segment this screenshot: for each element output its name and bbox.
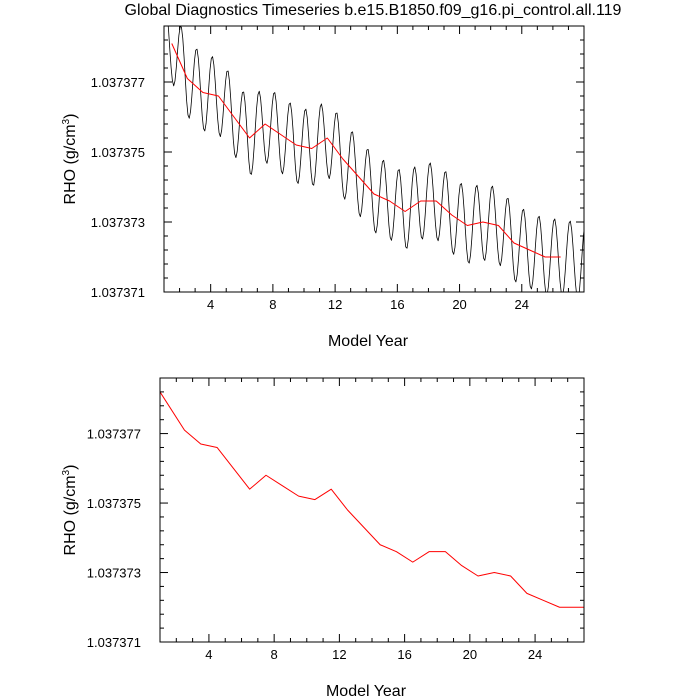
x-tick-label: 4 xyxy=(207,297,214,312)
x-tick-label: 8 xyxy=(269,297,276,312)
x-tick-label: 8 xyxy=(271,647,278,662)
plot-frame xyxy=(159,377,585,643)
x-axis-label: Model Year xyxy=(326,683,407,700)
y-tick-label: 1.037375 xyxy=(91,145,145,160)
y-tick-label: 1.037375 xyxy=(87,496,141,511)
x-tick-label: 20 xyxy=(452,297,466,312)
x-tick-label: 12 xyxy=(332,647,346,662)
y-tick-label: 1.037377 xyxy=(91,75,145,90)
x-tick-label: 4 xyxy=(205,647,212,662)
y-axis-label: RHO (g/cm3) xyxy=(61,465,79,556)
top-plot: 4 8 12 16 20 24 1.037371 1.037373 1.037375 1.0373… xyxy=(61,25,585,350)
y-tick-label: 1.037371 xyxy=(87,635,141,650)
bottom-plot: 4 8 12 16 20 24 1.037371 1.037373 1.037375 1.0373… xyxy=(61,377,585,700)
y-tick-label: 1.037377 xyxy=(87,427,141,442)
series-line-annual-mean xyxy=(171,43,561,258)
series-line-monthly xyxy=(167,26,584,292)
plot-frame xyxy=(163,25,585,293)
x-tick-label: 20 xyxy=(463,647,477,662)
x-tick-label: 24 xyxy=(528,647,542,662)
x-tick-label: 12 xyxy=(328,297,342,312)
y-tick-label: 1.037373 xyxy=(87,566,141,581)
y-tick-label: 1.037371 xyxy=(91,285,145,300)
series-line-annual-mean xyxy=(160,391,584,608)
chart-title: Global Diagnostics Timeseries b.e15.B185… xyxy=(125,2,622,19)
x-tick-label: 16 xyxy=(397,647,411,662)
x-tick-label: 24 xyxy=(515,297,529,312)
y-axis-label: RHO (g/cm3) xyxy=(61,114,79,205)
x-axis-label: Model Year xyxy=(328,333,409,350)
y-tick-label: 1.037373 xyxy=(91,215,145,230)
x-tick-label: 16 xyxy=(390,297,404,312)
